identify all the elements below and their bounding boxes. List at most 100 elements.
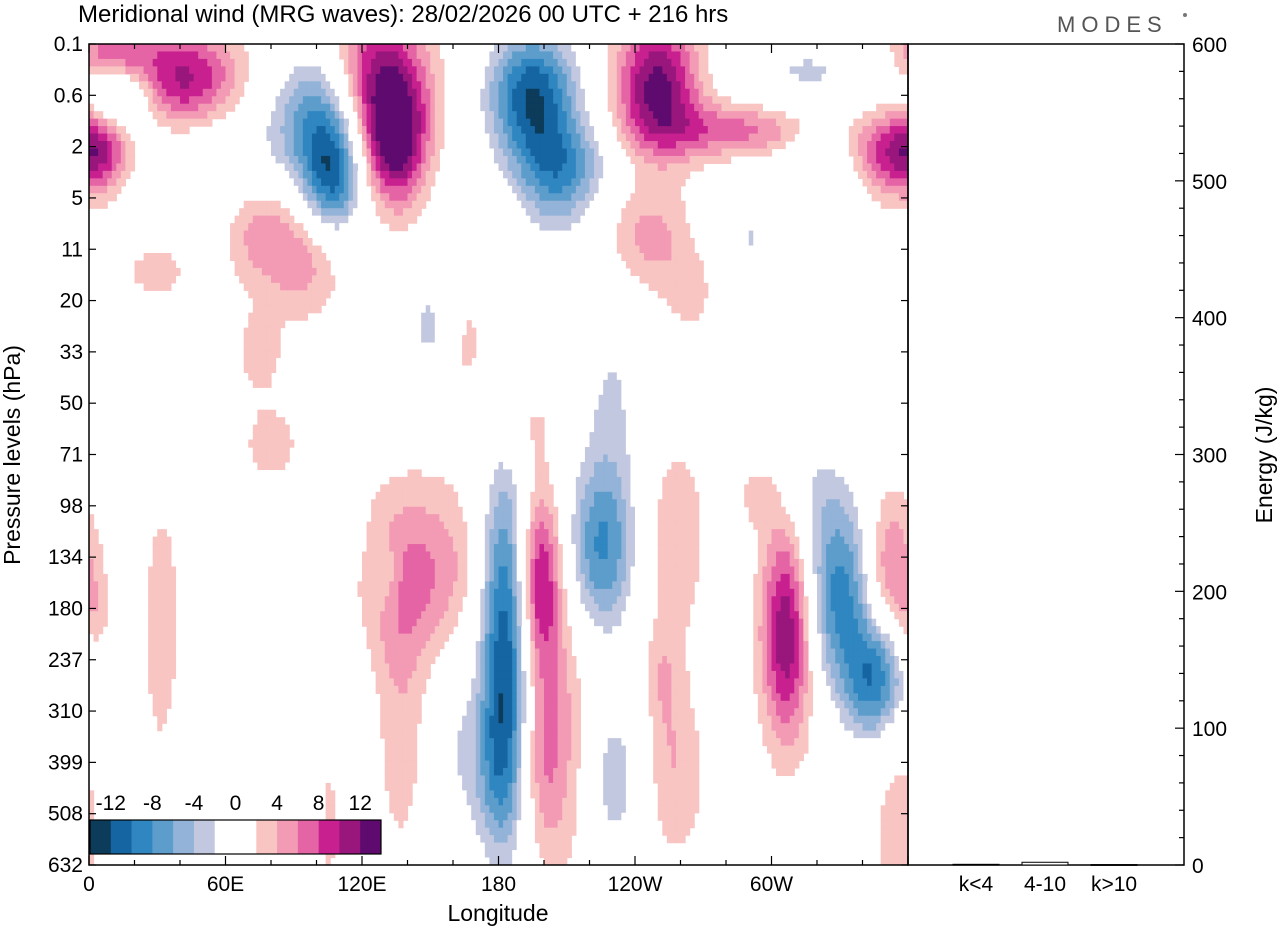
- heatmap-cell: [280, 223, 286, 232]
- heatmap-cell: [393, 118, 399, 127]
- heatmap-cell: [675, 297, 682, 306]
- heatmap-cell: [666, 193, 672, 202]
- heatmap-cell: [489, 529, 495, 538]
- heatmap-cell: [534, 521, 541, 530]
- heatmap-cell: [266, 155, 272, 165]
- heatmap-cell: [675, 58, 682, 67]
- heatmap-cell: [771, 491, 777, 500]
- heatmap-cell: [835, 178, 841, 187]
- heatmap-cell: [721, 245, 727, 254]
- heatmap-cell: [867, 118, 873, 127]
- heatmap-cell: [275, 432, 281, 441]
- heatmap-cell: [261, 290, 268, 299]
- heatmap-cell: [766, 536, 773, 545]
- heatmap-cell: [680, 290, 686, 299]
- heatmap-cell: [402, 208, 409, 217]
- heatmap-cell: [311, 51, 318, 60]
- heatmap-cell: [584, 335, 591, 344]
- heatmap-cell: [598, 409, 604, 418]
- heatmap-cell: [557, 223, 563, 232]
- heatmap-cell: [343, 133, 349, 142]
- heatmap-cell: [776, 200, 782, 209]
- heatmap-cell: [807, 178, 814, 187]
- heatmap-cell: [635, 148, 641, 157]
- heatmap-cell: [748, 118, 754, 127]
- heatmap-cell: [744, 260, 750, 269]
- heatmap-cell: [548, 230, 554, 239]
- heatmap-cell: [93, 529, 99, 538]
- heatmap-cell: [507, 469, 513, 478]
- heatmap-cell: [275, 342, 281, 351]
- heatmap-cell: [325, 66, 331, 75]
- heatmap-cell: [639, 96, 645, 105]
- heatmap-cell: [580, 357, 586, 366]
- heatmap-cell: [498, 118, 504, 127]
- heatmap-cell: [293, 267, 299, 276]
- heatmap-cell: [639, 364, 645, 373]
- heatmap-cell: [380, 544, 386, 553]
- heatmap-cell: [280, 163, 286, 172]
- heatmap-cell: [698, 66, 704, 75]
- heatmap-cell: [284, 133, 290, 142]
- heatmap-cell: [898, 170, 905, 179]
- heatmap-cell: [216, 96, 222, 105]
- heatmap-cell: [612, 372, 618, 381]
- heatmap-cell: [284, 148, 290, 157]
- heatmap-cell: [389, 141, 395, 150]
- heatmap-cell: [530, 514, 536, 523]
- heatmap-cell: [889, 141, 895, 150]
- heatmap-cell: [512, 58, 518, 67]
- heatmap-cell: [239, 44, 245, 53]
- heatmap-cell: [694, 282, 700, 291]
- heatmap-cell: [402, 163, 409, 172]
- heatmap-cell: [603, 402, 609, 411]
- heatmap-cell: [389, 193, 395, 202]
- heatmap-cell: [844, 499, 850, 508]
- heatmap-cell: [284, 96, 290, 105]
- heatmap-cell: [384, 491, 390, 500]
- heatmap-cell: [503, 536, 509, 545]
- heatmap-cell: [621, 454, 627, 463]
- heatmap-cell: [284, 163, 290, 172]
- heatmap-cell: [562, 185, 568, 194]
- heatmap-cell: [594, 409, 600, 418]
- heatmap-cell: [412, 185, 418, 194]
- heatmap-cell: [525, 215, 531, 224]
- heatmap-cell: [430, 88, 436, 97]
- heatmap-cell: [166, 252, 172, 262]
- heatmap-cell: [98, 126, 104, 135]
- heatmap-cell: [726, 141, 732, 150]
- heatmap-cell: [430, 320, 436, 329]
- heatmap-cell: [776, 126, 782, 135]
- heatmap-cell: [302, 252, 308, 262]
- heatmap-cell: [612, 357, 618, 366]
- heatmap-cell: [575, 230, 581, 239]
- heatmap-cell: [425, 58, 431, 67]
- heatmap-cell: [498, 439, 504, 448]
- heatmap-cell: [493, 461, 500, 471]
- heatmap-cell: [657, 499, 663, 508]
- heatmap-cell: [707, 111, 713, 120]
- heatmap-cell: [321, 185, 327, 194]
- heatmap-cell: [666, 275, 672, 284]
- heatmap-cell: [275, 439, 281, 448]
- heatmap-cell: [207, 81, 213, 90]
- heatmap-cell: [430, 521, 436, 530]
- heatmap-cell: [807, 461, 814, 471]
- heatmap-cell: [757, 111, 763, 120]
- heatmap-cell: [889, 148, 895, 157]
- heatmap-cell: [680, 170, 686, 179]
- heatmap-cell: [357, 58, 363, 67]
- heatmap-cell: [757, 514, 763, 523]
- heatmap-cell: [412, 58, 418, 67]
- heatmap-cell: [348, 81, 354, 90]
- heatmap-cell: [366, 58, 372, 67]
- heatmap-cell: [771, 200, 777, 209]
- heatmap-cell: [776, 111, 782, 120]
- heatmap-cell: [398, 111, 404, 120]
- heatmap-cell: [393, 200, 399, 209]
- heatmap-cell: [621, 409, 627, 418]
- heatmap-cell: [853, 484, 859, 493]
- heatmap-cell: [307, 252, 313, 262]
- heatmap-cell: [589, 461, 595, 471]
